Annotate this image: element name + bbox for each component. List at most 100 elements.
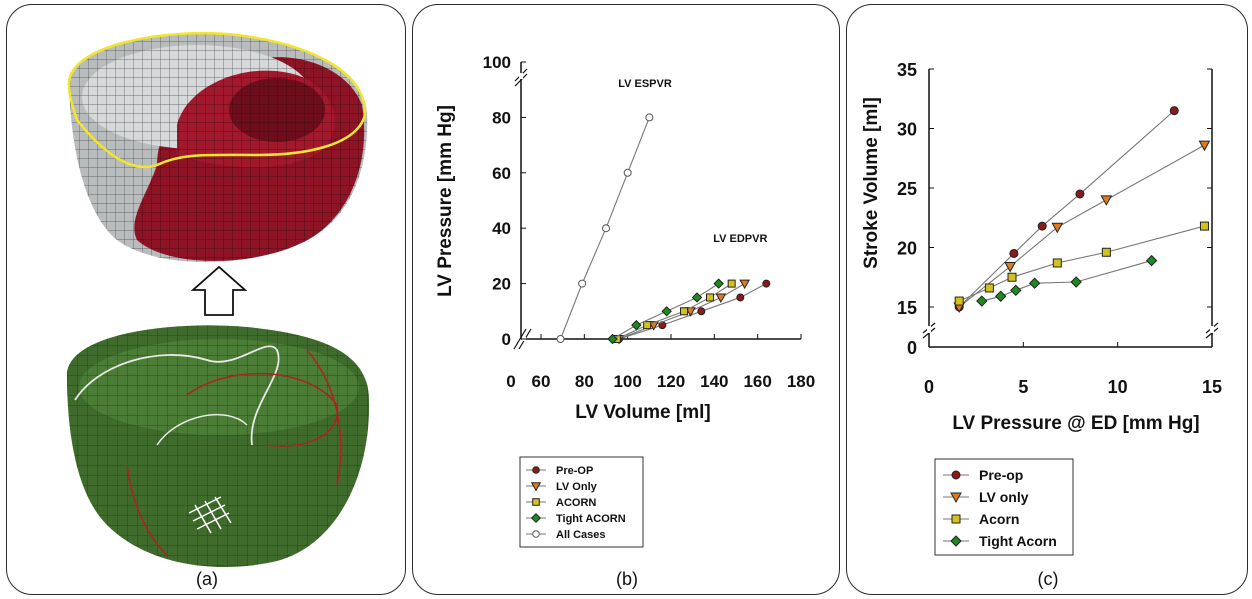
legend-marker <box>951 514 961 524</box>
data-point <box>954 296 964 306</box>
data-point <box>715 293 727 303</box>
data-point <box>661 306 672 317</box>
data-point <box>631 319 642 331</box>
heart-bottom <box>67 325 370 567</box>
annotation-label: LV EDPVR <box>713 233 767 245</box>
up-arrow-icon <box>190 265 248 316</box>
legend-marker <box>530 482 542 492</box>
series-line <box>958 110 1175 308</box>
chart-b-legend: Pre-OP LV Only ACORN Tight ACORN All Cases <box>519 456 644 548</box>
y-tick-label: 40 <box>492 219 511 238</box>
x-axis-title: LV Volume [ml] <box>575 402 710 423</box>
y-tick-label: 25 <box>897 179 917 199</box>
data-point <box>1009 248 1019 258</box>
legend-item: Tight Acorn <box>943 533 1057 549</box>
legend-label: All Cases <box>556 529 606 541</box>
annotation-label: LV ESPVR <box>618 78 672 90</box>
series-pre-op <box>954 106 1179 312</box>
data-point <box>1169 106 1179 116</box>
x-tick-label: 160 <box>743 372 771 391</box>
y-tick-label: 35 <box>897 60 917 80</box>
x-tick-label: 10 <box>1108 377 1128 397</box>
legend-label: LV only <box>979 489 1029 505</box>
data-point <box>623 168 632 177</box>
data-point <box>994 290 1007 302</box>
chart-b-axes: 0 20 40 60 80 100 0 60 80 100 120 140 160 180 LV Volum… <box>435 53 815 423</box>
legend-label: Pre-op <box>979 467 1023 483</box>
series-acorn <box>954 221 1209 306</box>
x-tick-label: 15 <box>1202 377 1222 397</box>
legend-item: Tight ACORN <box>526 512 626 525</box>
legend-label: ACORN <box>556 497 596 509</box>
panel-b-label: (b) <box>616 569 638 589</box>
series-all-cases <box>556 113 654 343</box>
data-point <box>1075 189 1085 199</box>
x-tick-label: 140 <box>700 372 728 391</box>
y-axis-title: Stroke Volume [ml] <box>861 97 882 269</box>
y-tick-label: 30 <box>897 120 917 140</box>
data-point <box>1028 277 1041 289</box>
data-point <box>643 321 652 330</box>
y-tick-label: 100 <box>483 53 511 72</box>
y-tick-label: 80 <box>492 108 511 127</box>
legend-marker <box>532 466 540 474</box>
data-point <box>1145 254 1158 267</box>
data-point <box>1037 221 1047 231</box>
legend-marker <box>530 512 542 524</box>
series-line <box>958 225 1205 302</box>
legend-item: Pre-OP <box>526 465 593 477</box>
y-tick-label: 0 <box>907 338 917 358</box>
series-lv-only <box>613 279 751 345</box>
data-point <box>1007 272 1017 282</box>
data-point <box>645 113 654 122</box>
data-point <box>556 335 565 343</box>
data-point <box>578 279 587 288</box>
chart-c-legend: Pre-op LV only Acorn Tight Acorn <box>934 458 1074 556</box>
data-point <box>727 279 736 288</box>
series-line <box>616 283 732 340</box>
panel-c-label: (c) <box>1038 569 1059 589</box>
x-axis-title: LV Pressure @ ED [mm Hg] <box>952 413 1199 434</box>
data-point <box>1198 140 1211 152</box>
data-point <box>680 307 688 316</box>
data-point <box>736 293 745 302</box>
y-tick-label: 15 <box>897 298 917 318</box>
legend-marker <box>951 470 961 480</box>
legend-label: Tight ACORN <box>556 513 626 525</box>
legend-label: Tight Acorn <box>979 533 1057 549</box>
panel-b: 0 20 40 60 80 100 0 60 80 100 120 140 160 180 LV Volum… <box>412 4 840 595</box>
data-point <box>1101 247 1111 257</box>
legend-marker <box>950 535 962 547</box>
x-tick-label: 120 <box>657 372 685 391</box>
data-point <box>602 224 610 233</box>
x-tick-label: 0 <box>506 372 515 391</box>
x-tick-label: 0 <box>924 377 934 397</box>
data-point <box>739 279 751 290</box>
x-tick-label: 80 <box>575 372 594 391</box>
data-point <box>984 283 994 293</box>
chart-c-series <box>953 106 1211 314</box>
data-point <box>976 295 988 307</box>
chart-b: 0 20 40 60 80 100 0 60 80 100 120 140 160 180 LV Volum… <box>435 53 815 589</box>
series-tight-acorn <box>976 254 1158 307</box>
legend-label: LV Only <box>556 481 598 493</box>
panel-a: (a) <box>6 4 406 595</box>
data-point <box>697 307 706 316</box>
data-point <box>1010 284 1022 297</box>
series-pre-op <box>615 279 771 343</box>
data-point <box>1052 258 1062 268</box>
data-point <box>1004 262 1016 273</box>
data-point <box>762 279 771 288</box>
legend-item: LV only <box>943 489 1029 505</box>
axis-break-marks <box>513 68 532 350</box>
legend-marker <box>950 492 962 504</box>
data-point <box>1051 222 1064 234</box>
legend-item: All Cases <box>526 529 606 541</box>
legend-item: ACORN <box>526 497 596 509</box>
data-point <box>1199 221 1209 231</box>
panel-a-label: (a) <box>196 569 218 589</box>
mesh-patch <box>188 496 232 534</box>
legend-marker <box>532 498 540 506</box>
